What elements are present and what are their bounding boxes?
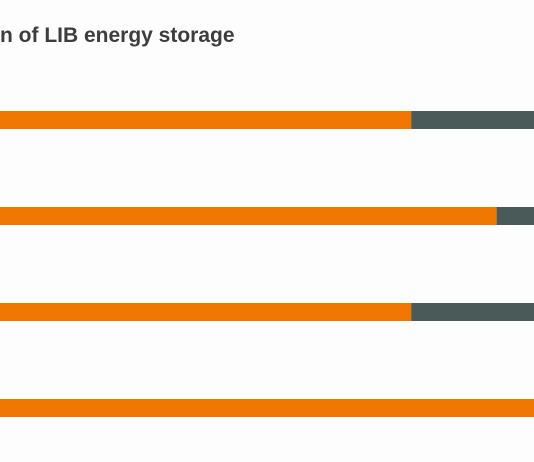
bar-row-1-segment-1: [0, 111, 412, 129]
bar-row-2-segment-2: [496, 207, 534, 225]
bar-row-3-segment-2: [411, 303, 534, 321]
bar-row-1-segment-2: [411, 111, 534, 129]
chart-title: n of LIB energy storage: [0, 24, 235, 47]
bar-row-4-segment-1: [0, 399, 534, 417]
bar-row-3-segment-1: [0, 303, 412, 321]
bar-row-2-segment-1: [0, 207, 497, 225]
